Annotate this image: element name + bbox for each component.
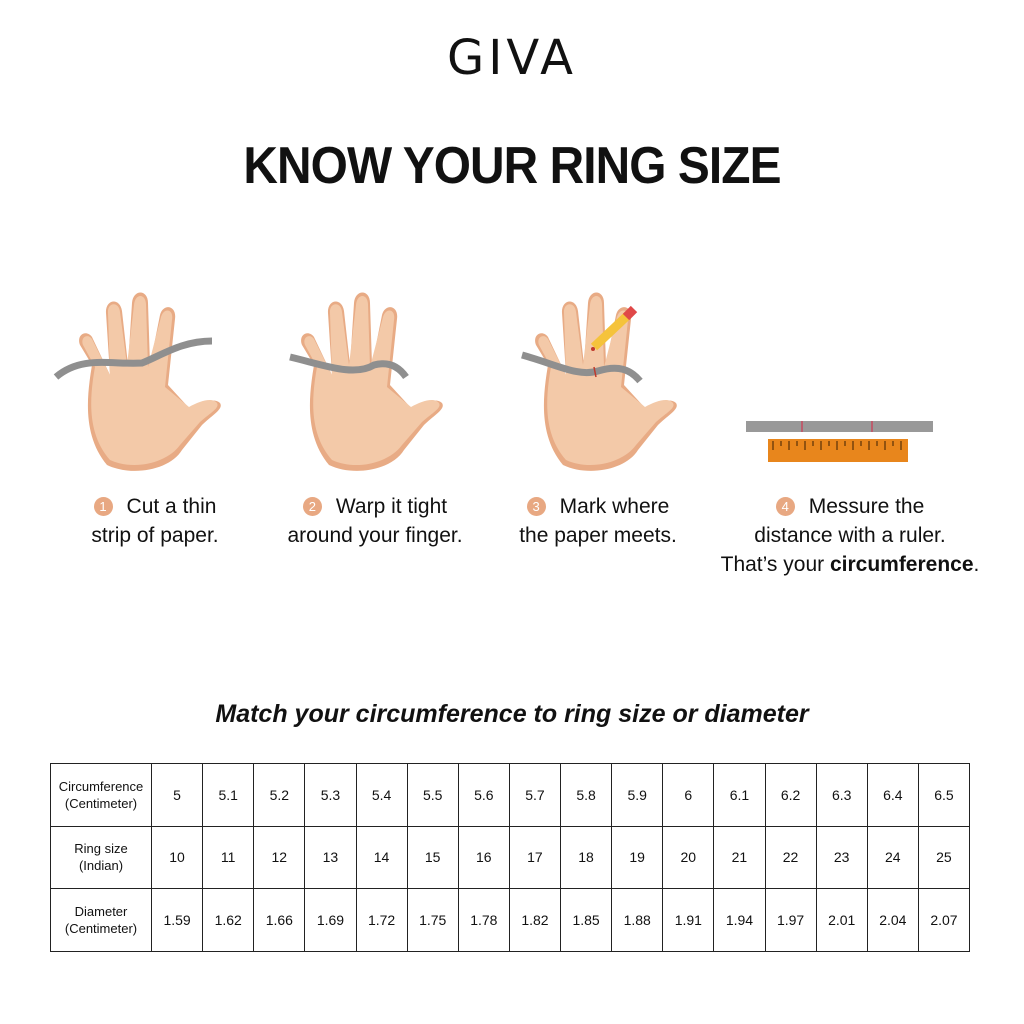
- step-2: 2 Warp it tight around your finger.: [260, 492, 490, 550]
- table-cell: 23: [815, 825, 868, 890]
- row-header: Circumference (Centimeter): [50, 763, 152, 827]
- table-cell: 18: [559, 825, 613, 890]
- step-text: Messure the: [808, 495, 925, 518]
- step-text: .: [973, 553, 980, 576]
- table-cell: 5.2: [253, 763, 306, 827]
- row-header-label: Diameter: [74, 904, 128, 920]
- circumference-emphasis: circumference: [829, 553, 974, 576]
- table-cell: 6.2: [764, 763, 817, 827]
- table-cell: 22: [764, 825, 817, 890]
- table-row: Ring size (Indian) 10 11 12 13 14 15 16 17 18 19 20 2…: [50, 825, 971, 890]
- hand-pencil-marking-icon: [521, 292, 677, 471]
- table-cell: 1.97: [764, 888, 817, 952]
- table-cell: 16: [457, 825, 510, 890]
- row-header-unit: (Centimeter): [64, 921, 138, 937]
- table-cell: 10: [150, 825, 204, 890]
- row-header-label: Ring size: [74, 841, 128, 857]
- row-header: Ring size (Indian): [50, 825, 152, 890]
- table-cell: 17: [508, 825, 562, 890]
- row-header-unit: (Indian): [78, 858, 124, 874]
- table-cell: 24: [866, 825, 919, 890]
- table-cell: 12: [253, 825, 306, 890]
- table-cell: 6: [662, 763, 715, 827]
- step-number-badge: 3: [526, 497, 546, 516]
- table-cell: 21: [713, 825, 766, 890]
- row-header: Diameter (Centimeter): [50, 888, 152, 952]
- table-cell: 6.4: [866, 763, 919, 827]
- step-text: That’s your: [720, 553, 830, 576]
- table-cell: 20: [662, 825, 715, 890]
- hand-paper-wrapped-finger-icon: [289, 292, 443, 471]
- row-header-unit: (Centimeter): [64, 795, 138, 811]
- step-1: 1 Cut a thin strip of paper.: [40, 492, 270, 550]
- step-text: distance with a ruler.: [754, 524, 946, 547]
- table-cell: 1.69: [304, 888, 357, 952]
- table-cell: 1.78: [457, 888, 510, 952]
- table-cell: 5.6: [457, 763, 510, 827]
- step-text: around your finger.: [287, 524, 463, 547]
- table-cell: 5.8: [559, 763, 613, 827]
- table-cell: 1.88: [611, 888, 664, 952]
- table-cell: 5.7: [508, 763, 562, 827]
- table-cell: 1.91: [662, 888, 715, 952]
- table-cell: 2.01: [815, 888, 868, 952]
- step-4: 4 Messure the distance with a ruler. That…: [700, 492, 1000, 579]
- table-subtitle: Match your circumference to ring size or…: [215, 700, 809, 728]
- step-number-badge: 1: [93, 497, 113, 516]
- table-cell: 11: [202, 825, 255, 890]
- row-header-label: Circumference: [58, 778, 144, 794]
- table-cell: 2.07: [917, 888, 971, 952]
- table-cell: 5.4: [355, 763, 408, 827]
- table-cell: 1.62: [202, 888, 255, 952]
- table-cell: 5.5: [406, 763, 459, 827]
- ring-size-table: Circumference (Centimeter) 5 5.1 5.2 5.3 5.4 5.…: [50, 763, 971, 952]
- table-cell: 5: [150, 763, 204, 827]
- table-cell: 5.1: [202, 763, 255, 827]
- step-text: strip of paper.: [91, 524, 219, 547]
- table-cell: 1.72: [355, 888, 408, 952]
- step-text: Mark where: [559, 495, 670, 518]
- step-text: Warp it tight: [335, 495, 448, 518]
- table-cell: 5.9: [611, 763, 664, 827]
- table-cell: 1.94: [713, 888, 766, 952]
- hand-with-paper-strip-icon: [53, 292, 221, 471]
- table-cell: 6.5: [917, 763, 971, 827]
- table-cell: 25: [917, 825, 971, 890]
- step-text: Cut a thin: [126, 495, 217, 518]
- step-number-badge: 2: [302, 497, 322, 516]
- table-cell: 19: [611, 825, 664, 890]
- table-cell: 6.1: [713, 763, 766, 827]
- step-number-badge: 4: [775, 497, 795, 516]
- table-row: Diameter (Centimeter) 1.59 1.62 1.66 1.69 1.72…: [50, 888, 971, 952]
- table-cell: 1.75: [406, 888, 459, 952]
- paper-strip-and-ruler-icon: [746, 421, 933, 462]
- step-3: 3 Mark where the paper meets.: [488, 492, 708, 550]
- table-row: Circumference (Centimeter) 5 5.1 5.2 5.3 5.4 5.…: [50, 763, 971, 827]
- table-cell: 14: [355, 825, 408, 890]
- brand-logo: GIVA: [447, 30, 577, 86]
- table-cell: 2.04: [866, 888, 919, 952]
- step-text: the paper meets.: [519, 524, 677, 547]
- table-cell: 1.66: [253, 888, 306, 952]
- table-cell: 1.85: [559, 888, 613, 952]
- table-cell: 15: [406, 825, 459, 890]
- table-cell: 6.3: [815, 763, 868, 827]
- table-cell: 1.59: [150, 888, 204, 952]
- table-cell: 1.82: [508, 888, 562, 952]
- table-cell: 13: [304, 825, 357, 890]
- page-title: KNOW YOUR RING SIZE: [243, 137, 781, 195]
- table-cell: 5.3: [304, 763, 357, 827]
